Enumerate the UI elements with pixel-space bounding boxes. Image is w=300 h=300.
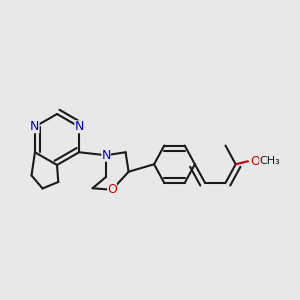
Text: O: O: [107, 183, 117, 196]
Text: N: N: [74, 120, 84, 133]
Text: CH₃: CH₃: [259, 156, 280, 166]
Text: N: N: [101, 149, 111, 162]
Text: O: O: [250, 155, 260, 168]
Text: N: N: [30, 120, 40, 133]
